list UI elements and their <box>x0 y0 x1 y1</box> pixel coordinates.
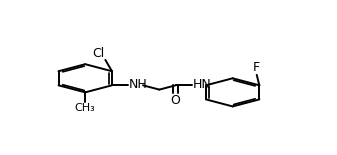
Text: HN: HN <box>193 78 212 91</box>
Text: Cl: Cl <box>92 46 104 60</box>
Text: F: F <box>253 61 260 74</box>
Text: O: O <box>171 94 181 107</box>
Text: CH₃: CH₃ <box>75 103 96 113</box>
Text: NH: NH <box>129 78 148 91</box>
